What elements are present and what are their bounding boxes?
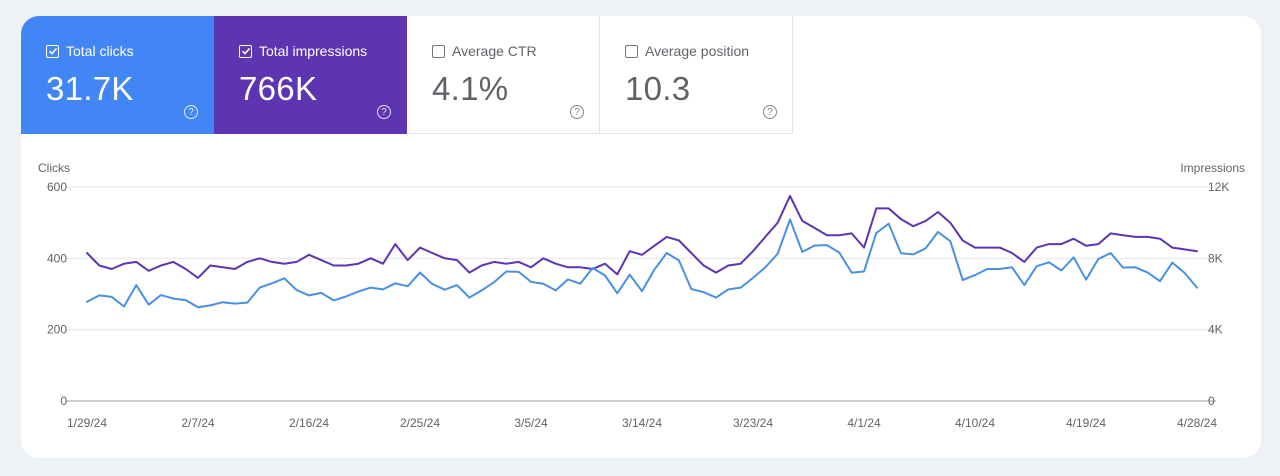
checkbox-checked-icon[interactable]	[239, 44, 252, 58]
metric-card-header: Average position	[625, 43, 749, 59]
y-left-tick-label: 400	[47, 251, 67, 265]
x-tick-label: 3/14/24	[622, 416, 662, 430]
performance-chart: Clicks Impressions 600 400 200 0 12K 8K 4K 0 1…	[38, 161, 1245, 430]
metric-card-average-position[interactable]: Average position 10.3 ?	[600, 16, 793, 134]
x-tick-label: 3/5/24	[514, 416, 548, 430]
x-tick-label: 2/7/24	[181, 416, 215, 430]
metric-label: Average position	[645, 43, 750, 59]
metric-label: Total impressions	[259, 43, 368, 59]
metric-label: Average CTR	[452, 43, 537, 59]
x-tick-label: 2/16/24	[289, 416, 329, 430]
y-right-tick-label: 0	[1208, 394, 1215, 408]
x-tick-label: 4/1/24	[847, 416, 881, 430]
metric-value: 10.3	[625, 70, 691, 107]
performance-panel: Clicks Impressions 600 400 200 0 12K 8K 4K 0 1…	[21, 16, 1261, 458]
x-tick-label: 4/28/24	[1177, 416, 1217, 430]
metric-card-header: Total impressions	[239, 43, 367, 59]
check-icon	[241, 47, 250, 55]
x-tick-label: 3/23/24	[733, 416, 773, 430]
x-axis-ticks: 1/29/24 2/7/24 2/16/24 2/25/24 3/5/24 3/14/24…	[67, 416, 1217, 430]
y-left-tick-label: 200	[47, 323, 67, 337]
x-tick-label: 4/10/24	[955, 416, 995, 430]
check-icon	[48, 47, 57, 55]
metric-card-total-impressions[interactable]: Total impressions 766K ?	[214, 16, 407, 134]
help-icon[interactable]: ?	[570, 105, 584, 119]
metric-cards: Total clicks 31.7K ? Total impressions 7…	[21, 16, 793, 134]
checkbox-checked-icon[interactable]	[46, 44, 59, 58]
metric-value: 766K	[239, 70, 318, 107]
metric-value: 31.7K	[46, 70, 134, 107]
metric-card-average-ctr[interactable]: Average CTR 4.1% ?	[407, 16, 600, 134]
y-right-tick-label: 8K	[1208, 251, 1223, 265]
x-tick-label: 4/19/24	[1066, 416, 1106, 430]
help-icon[interactable]: ?	[763, 105, 777, 119]
chart-grid	[66, 186, 1216, 402]
chart-lines	[86, 194, 1198, 309]
metric-value: 4.1%	[432, 70, 509, 107]
left-axis-ticks: 600 400 200 0	[47, 180, 67, 408]
left-axis-title: Clicks	[38, 161, 70, 175]
x-tick-label: 1/29/24	[67, 416, 107, 430]
y-right-tick-label: 12K	[1208, 180, 1229, 194]
metric-label: Total clicks	[66, 43, 134, 59]
checkbox-unchecked-icon[interactable]	[625, 44, 638, 58]
metric-card-header: Total clicks	[46, 43, 134, 59]
help-icon[interactable]: ?	[377, 105, 391, 119]
right-axis-title: Impressions	[1180, 161, 1245, 175]
right-axis-ticks: 12K 8K 4K 0	[1208, 180, 1229, 408]
metric-card-header: Average CTR	[432, 43, 537, 59]
series-line-total-impressions	[86, 194, 1198, 279]
y-left-tick-label: 600	[47, 180, 67, 194]
help-icon[interactable]: ?	[184, 105, 198, 119]
y-right-tick-label: 4K	[1208, 323, 1223, 337]
x-tick-label: 2/25/24	[400, 416, 440, 430]
checkbox-unchecked-icon[interactable]	[432, 44, 445, 58]
series-line-total-clicks	[86, 218, 1198, 309]
metric-card-total-clicks[interactable]: Total clicks 31.7K ?	[21, 16, 214, 134]
y-left-tick-label: 0	[60, 394, 67, 408]
